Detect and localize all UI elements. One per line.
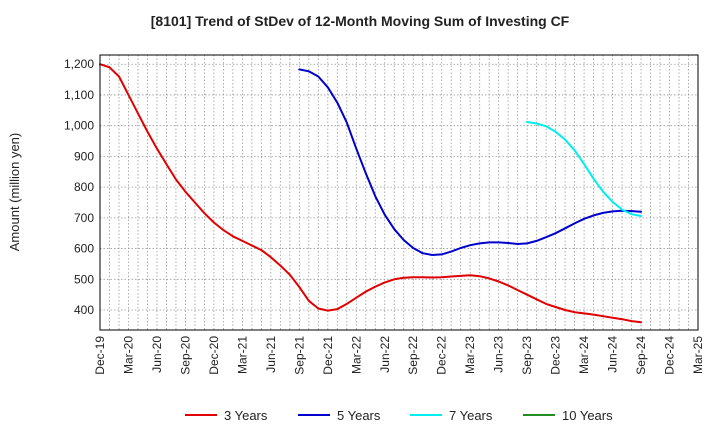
x-tick-label: Mar-24 <box>577 336 591 374</box>
legend-label: 7 Years <box>449 408 493 423</box>
x-tick-label: Sep-22 <box>406 336 420 375</box>
x-tick-label: Sep-21 <box>292 336 306 375</box>
y-tick-label: 1,100 <box>64 88 94 102</box>
x-tick-label: Jun-21 <box>264 336 278 373</box>
y-tick-label: 1,200 <box>64 57 94 71</box>
y-tick-label: 400 <box>74 303 94 317</box>
grid <box>100 55 698 330</box>
x-tick-labels: Dec-19 Mar-20 Jun-20 Sep-20 Dec-20 Mar-21 Jun-… <box>93 336 705 375</box>
y-tick-label: 700 <box>74 211 94 225</box>
y-tick-label: 800 <box>74 180 94 194</box>
x-tick-label: Dec-19 <box>93 336 107 375</box>
chart-title: [8101] Trend of StDev of 12-Month Moving… <box>151 13 570 29</box>
x-tick-label: Mar-25 <box>691 336 705 374</box>
series-line-3-years <box>99 63 642 324</box>
x-tick-label: Sep-23 <box>520 336 534 375</box>
x-tick-label: Jun-20 <box>150 336 164 373</box>
plot-frame <box>99 54 699 331</box>
x-tick-label: Dec-21 <box>321 336 335 375</box>
x-tick-label: Sep-24 <box>634 336 648 375</box>
x-tick-label: Sep-20 <box>178 336 192 375</box>
x-tick-label: Mar-21 <box>235 336 249 374</box>
legend-label: 3 Years <box>224 408 268 423</box>
series-lines <box>99 63 642 324</box>
y-tick-labels: 400 500 600 700 800 900 1,000 1,100 1,200 <box>64 57 94 317</box>
x-tick-label: Mar-23 <box>463 336 477 374</box>
x-tick-label: Dec-20 <box>207 336 221 375</box>
x-tick-label: Dec-24 <box>663 336 677 375</box>
x-tick-label: Mar-20 <box>121 336 135 374</box>
x-tick-label: Dec-23 <box>549 336 563 375</box>
x-tick-label: Jun-24 <box>606 336 620 373</box>
y-tick-label: 500 <box>74 272 94 286</box>
y-tick-label: 600 <box>74 242 94 256</box>
series-line-7-years <box>526 121 642 217</box>
y-axis-label: Amount (million yen) <box>7 133 22 252</box>
legend-label: 10 Years <box>562 408 613 423</box>
legend: 3 Years 5 Years 7 Years 10 Years <box>185 408 613 423</box>
x-tick-label: Mar-22 <box>349 336 363 374</box>
x-tick-label: Jun-23 <box>492 336 506 373</box>
legend-label: 5 Years <box>337 408 381 423</box>
y-tick-label: 900 <box>74 149 94 163</box>
series-line-5-years <box>298 68 642 256</box>
x-tick-label: Dec-22 <box>435 336 449 375</box>
y-tick-label: 1,000 <box>64 119 94 133</box>
plot-area <box>100 55 698 330</box>
x-tick-label: Jun-22 <box>378 336 392 373</box>
